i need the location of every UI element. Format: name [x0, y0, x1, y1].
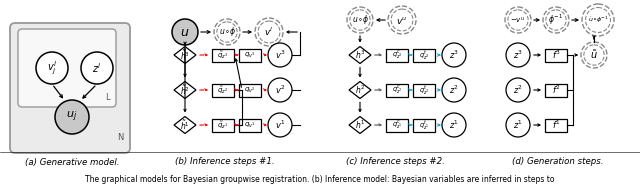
Bar: [386, 83, 408, 96]
Bar: [212, 119, 234, 132]
Text: $v^u$: $v^u$: [396, 15, 408, 25]
Text: (a) Generative model.: (a) Generative model.: [25, 158, 119, 166]
Text: $v^2$: $v^2$: [275, 84, 285, 96]
Circle shape: [36, 52, 68, 84]
Circle shape: [442, 78, 466, 102]
Text: $q_{z^2}^c$: $q_{z^2}^c$: [392, 84, 403, 96]
Bar: [545, 119, 567, 132]
Circle shape: [581, 42, 607, 68]
Text: $q_{z^2}^t$: $q_{z^2}^t$: [419, 83, 429, 97]
FancyBboxPatch shape: [10, 23, 130, 153]
Text: $q_{z^3}^c$: $q_{z^3}^c$: [392, 49, 403, 61]
Text: $f^1$: $f^1$: [552, 119, 561, 131]
Circle shape: [214, 19, 240, 45]
Bar: [413, 48, 435, 61]
Text: $q_{z^1}^c$: $q_{z^1}^c$: [392, 119, 403, 131]
Text: $v^3$: $v^3$: [275, 49, 285, 61]
Circle shape: [255, 18, 283, 46]
Circle shape: [506, 78, 530, 102]
Text: $z^1$: $z^1$: [513, 119, 523, 131]
Text: $\tilde{q}_{z^3}$: $\tilde{q}_{z^3}$: [218, 49, 228, 61]
Circle shape: [582, 4, 614, 36]
Circle shape: [388, 6, 416, 34]
Text: The graphical models for Bayesian groupwise registration. (b) Inference model: B: The graphical models for Bayesian groupw…: [85, 176, 555, 184]
Text: $z^2$: $z^2$: [513, 84, 523, 96]
Text: N: N: [117, 133, 123, 143]
Circle shape: [268, 43, 292, 67]
Text: $z^3$: $z^3$: [513, 49, 523, 61]
Text: $\tilde{q}_{z^1}$: $\tilde{q}_{z^1}$: [218, 119, 228, 131]
Polygon shape: [349, 47, 371, 63]
Text: $q_{v^2}$: $q_{v^2}$: [244, 85, 256, 95]
Text: (d) Generation steps.: (d) Generation steps.: [512, 158, 604, 166]
Text: $v^l$: $v^l$: [264, 26, 274, 38]
Text: $v^1$: $v^1$: [275, 119, 285, 131]
Bar: [386, 119, 408, 132]
Bar: [212, 83, 234, 96]
Polygon shape: [174, 81, 196, 99]
Circle shape: [506, 113, 530, 137]
Polygon shape: [349, 117, 371, 133]
Text: $\tilde{h}^3$: $\tilde{h}^3$: [180, 48, 190, 62]
Bar: [239, 83, 261, 96]
Text: $h^2$: $h^2$: [355, 84, 365, 96]
Text: $\phi^{-1}$: $\phi^{-1}$: [548, 13, 564, 27]
Circle shape: [268, 78, 292, 102]
Circle shape: [506, 43, 530, 67]
Text: $u\!\circ\!\phi$: $u\!\circ\!\phi$: [218, 25, 236, 38]
Bar: [413, 119, 435, 132]
Text: $z^l$: $z^l$: [92, 61, 102, 75]
Bar: [386, 48, 408, 61]
Text: $\tilde{u}$: $\tilde{u}$: [590, 48, 598, 61]
Text: $z^2$: $z^2$: [449, 84, 459, 96]
Circle shape: [442, 113, 466, 137]
Text: $f^2$: $f^2$: [552, 84, 561, 96]
Bar: [239, 119, 261, 132]
Text: $\tilde{h}^1$: $\tilde{h}^1$: [180, 118, 190, 132]
Polygon shape: [349, 81, 371, 99]
Circle shape: [347, 7, 373, 33]
Text: (b) Inference steps #1.: (b) Inference steps #1.: [175, 158, 275, 166]
Text: $v_j^l$: $v_j^l$: [47, 59, 57, 77]
Text: (c) Inference steps #2.: (c) Inference steps #2.: [346, 158, 444, 166]
Bar: [545, 48, 567, 61]
Circle shape: [543, 7, 569, 33]
Polygon shape: [174, 47, 196, 63]
Text: $u\!\circ\!\phi$: $u\!\circ\!\phi$: [351, 14, 369, 27]
Text: $\tilde{h}^2$: $\tilde{h}^2$: [180, 83, 190, 97]
Text: $u_j$: $u_j$: [67, 110, 77, 124]
Text: L: L: [105, 93, 109, 101]
Bar: [413, 83, 435, 96]
Text: $q_{z^1}^t$: $q_{z^1}^t$: [419, 118, 429, 132]
FancyBboxPatch shape: [18, 29, 116, 107]
Bar: [239, 48, 261, 61]
Text: $\tilde{u}\!\circ\!\phi^{-1}$: $\tilde{u}\!\circ\!\phi^{-1}$: [588, 15, 609, 25]
Text: $z^3$: $z^3$: [449, 49, 459, 61]
Text: $h^1$: $h^1$: [355, 119, 365, 131]
Text: $\tilde{q}_{z^2}$: $\tilde{q}_{z^2}$: [218, 84, 228, 96]
Text: $u$: $u$: [180, 25, 189, 38]
Text: $h^3$: $h^3$: [355, 49, 365, 61]
Text: $q_{v^3}$: $q_{v^3}$: [244, 50, 256, 60]
Bar: [212, 48, 234, 61]
Circle shape: [81, 52, 113, 84]
Circle shape: [442, 43, 466, 67]
Circle shape: [268, 113, 292, 137]
Text: $f^3$: $f^3$: [552, 49, 561, 61]
Circle shape: [505, 7, 531, 33]
Text: $q_{z^3}^t$: $q_{z^3}^t$: [419, 48, 429, 62]
Circle shape: [55, 100, 89, 134]
Text: $z^1$: $z^1$: [449, 119, 459, 131]
Bar: [545, 83, 567, 96]
Text: $-v^u$: $-v^u$: [510, 15, 525, 25]
Polygon shape: [174, 117, 196, 133]
Text: $q_{v^1}$: $q_{v^1}$: [244, 120, 256, 130]
Circle shape: [172, 19, 198, 45]
